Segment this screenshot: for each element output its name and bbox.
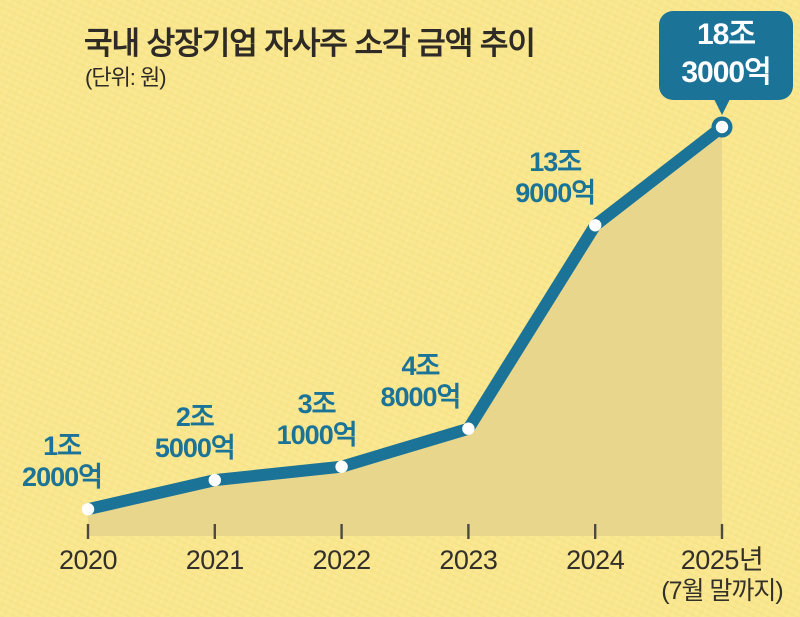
x-axis-label: 2022	[312, 545, 372, 575]
callout-value-line-1: 18조	[697, 18, 756, 51]
point-value-label: 4조 8000억	[380, 350, 461, 412]
x-axis-note: (7월 말까지)	[661, 577, 784, 605]
callout-pointer-icon	[714, 99, 730, 115]
x-axis-label: 2023	[439, 545, 498, 575]
callout-value-line-2: 3000억	[681, 56, 771, 89]
unit-label: (단위: 원)	[85, 65, 167, 90]
data-point-dot	[589, 219, 602, 232]
data-point-dot	[462, 422, 475, 435]
x-axis-label: 2025년 (7월 말까지)	[661, 545, 784, 605]
data-point-dot	[81, 503, 95, 516]
trend-line	[82, 121, 728, 516]
point-value-label: 1조 2000억	[22, 431, 103, 493]
x-axis-label: 2024	[566, 545, 625, 575]
last-value-callout: 18조 3000억	[659, 11, 793, 115]
data-point-dot	[335, 460, 348, 473]
point-value-label: 2조 5000억	[154, 402, 236, 464]
x-axis-label: 2021	[185, 545, 245, 575]
chart-title: 국내 상장기업 자사주 소각 금액 추이	[84, 26, 536, 61]
x-axis-label: 2020	[58, 545, 118, 575]
point-value-label: 13조 9000억	[515, 147, 596, 209]
point-value-label: 3조 1000억	[276, 388, 358, 450]
area-fill	[88, 127, 722, 536]
data-point-dot	[208, 473, 221, 487]
data-point-dot	[715, 120, 729, 134]
